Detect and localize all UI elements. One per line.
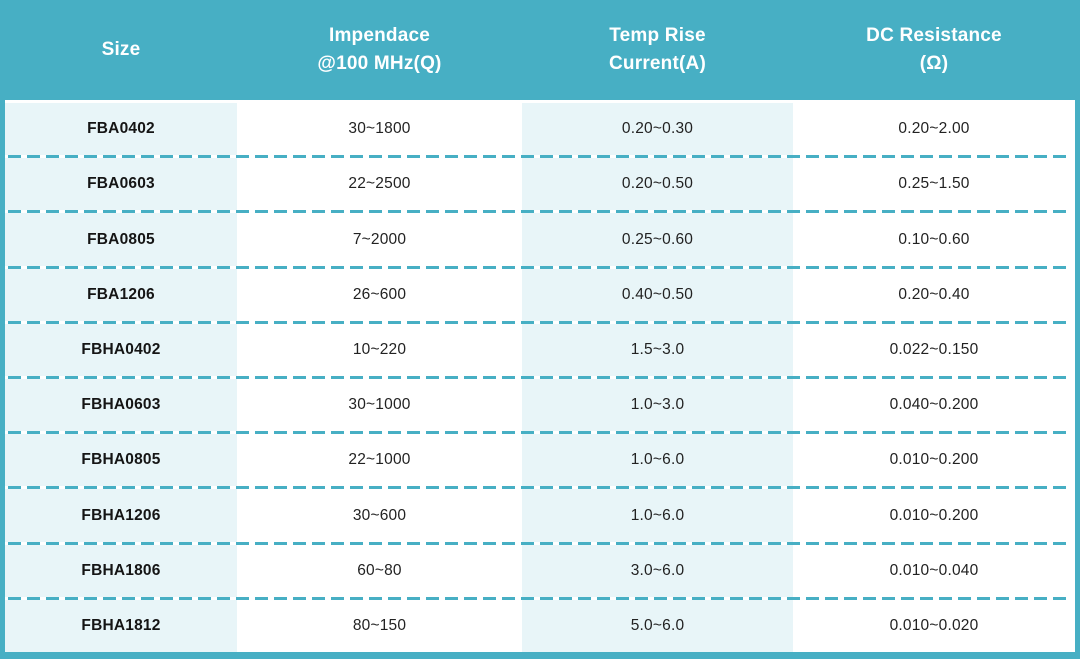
cell-dc-resistance: 0.010~0.040 bbox=[793, 544, 1075, 597]
cell-dc-resistance: 0.040~0.200 bbox=[793, 379, 1075, 432]
cell-impedance: 10~220 bbox=[237, 323, 522, 377]
row-separator bbox=[8, 431, 1072, 435]
table-row: FBA0805 7~2000 0.25~0.60 0.10~0.60 bbox=[5, 213, 1075, 266]
row-separator bbox=[8, 210, 1072, 214]
row-separator bbox=[8, 596, 1072, 600]
table-row: FBHA0603 30~1000 1.0~3.0 0.040~0.200 bbox=[5, 379, 1075, 432]
cell-size: FBHA1812 bbox=[5, 599, 237, 653]
cell-dc-resistance: 0.20~2.00 bbox=[793, 103, 1075, 156]
cell-dc-resistance: 0.20~0.40 bbox=[793, 268, 1075, 321]
cell-dc-resistance: 0.010~0.200 bbox=[793, 489, 1075, 542]
row-separator bbox=[8, 265, 1072, 269]
cell-size: FBA0603 bbox=[5, 158, 237, 211]
column-header-size: Size bbox=[101, 38, 141, 60]
cell-temp-rise-current: 1.0~6.0 bbox=[522, 434, 793, 487]
cell-dc-resistance: 0.010~0.020 bbox=[793, 599, 1075, 653]
row-separator bbox=[8, 541, 1072, 545]
cell-size: FBHA0805 bbox=[5, 434, 237, 487]
cell-impedance: 22~1000 bbox=[237, 434, 522, 487]
cell-temp-rise-current: 5.0~6.0 bbox=[522, 599, 793, 653]
cell-dc-resistance: 0.10~0.60 bbox=[793, 213, 1075, 266]
cell-size: FBA1206 bbox=[5, 268, 237, 321]
row-separator bbox=[8, 320, 1072, 324]
row-separator bbox=[8, 376, 1072, 380]
cell-size: FBHA1806 bbox=[5, 544, 237, 597]
table-row: FBHA0402 10~220 1.5~3.0 0.022~0.150 bbox=[5, 323, 1075, 377]
cell-impedance: 30~1800 bbox=[237, 103, 522, 156]
table-header-row: Size Impendace @100 MHz(Q) Temp Rise Cur… bbox=[5, 0, 1075, 100]
cell-temp-rise-current: 3.0~6.0 bbox=[522, 544, 793, 597]
cell-size: FBHA0402 bbox=[5, 323, 237, 377]
cell-impedance: 60~80 bbox=[237, 544, 522, 597]
cell-temp-rise-current: 0.20~0.30 bbox=[522, 103, 793, 156]
table-row: FBHA1812 80~150 5.0~6.0 0.010~0.020 bbox=[5, 599, 1075, 653]
cell-impedance: 7~2000 bbox=[237, 213, 522, 266]
cell-temp-rise-current: 0.40~0.50 bbox=[522, 268, 793, 321]
table-row: FBA1206 26~600 0.40~0.50 0.20~0.40 bbox=[5, 268, 1075, 321]
table-row: FBHA1206 30~600 1.0~6.0 0.010~0.200 bbox=[5, 489, 1075, 542]
table-body: FBA0402 30~1800 0.20~0.30 0.20~2.00 FBA0… bbox=[5, 100, 1075, 653]
cell-dc-resistance: 0.022~0.150 bbox=[793, 323, 1075, 377]
cell-dc-resistance: 0.010~0.200 bbox=[793, 434, 1075, 487]
cell-impedance: 80~150 bbox=[237, 599, 522, 653]
cell-impedance: 26~600 bbox=[237, 268, 522, 321]
table-row: FBA0402 30~1800 0.20~0.30 0.20~2.00 bbox=[5, 103, 1075, 156]
column-header-temp-rise-current: Temp Rise Current(A) bbox=[609, 24, 706, 75]
row-separator bbox=[8, 155, 1072, 159]
cell-dc-resistance: 0.25~1.50 bbox=[793, 158, 1075, 211]
table-row: FBHA1806 60~80 3.0~6.0 0.010~0.040 bbox=[5, 544, 1075, 597]
column-header-dc-resistance: DC Resistance (Ω) bbox=[866, 24, 1002, 75]
cell-temp-rise-current: 0.25~0.60 bbox=[522, 213, 793, 266]
table-row: FBHA0805 22~1000 1.0~6.0 0.010~0.200 bbox=[5, 434, 1075, 487]
column-header-impedance: Impendace @100 MHz(Q) bbox=[317, 24, 442, 75]
cell-impedance: 30~600 bbox=[237, 489, 522, 542]
table-row: FBA0603 22~2500 0.20~0.50 0.25~1.50 bbox=[5, 158, 1075, 211]
cell-size: FBHA1206 bbox=[5, 489, 237, 542]
cell-temp-rise-current: 1.0~6.0 bbox=[522, 489, 793, 542]
cell-temp-rise-current: 0.20~0.50 bbox=[522, 158, 793, 211]
cell-size: FBHA0603 bbox=[5, 379, 237, 432]
cell-impedance: 22~2500 bbox=[237, 158, 522, 211]
row-separator bbox=[8, 486, 1072, 490]
cell-size: FBA0402 bbox=[5, 103, 237, 156]
cell-impedance: 30~1000 bbox=[237, 379, 522, 432]
cell-size: FBA0805 bbox=[5, 213, 237, 266]
cell-temp-rise-current: 1.5~3.0 bbox=[522, 323, 793, 377]
cell-temp-rise-current: 1.0~3.0 bbox=[522, 379, 793, 432]
